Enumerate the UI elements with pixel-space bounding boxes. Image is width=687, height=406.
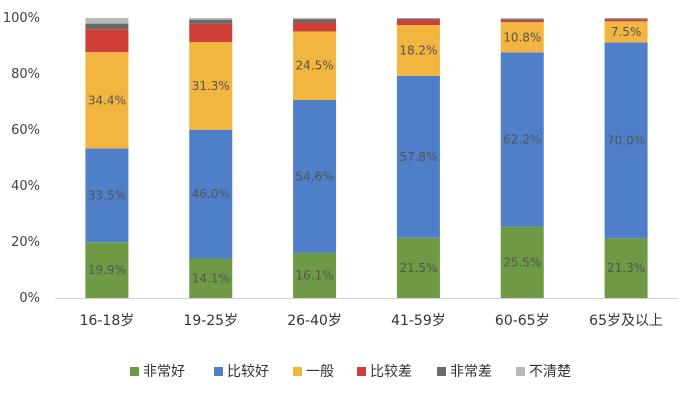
bar-segment xyxy=(85,23,129,30)
x-tick-label: 41-59岁 xyxy=(391,313,446,329)
bar-segment xyxy=(85,242,129,298)
bar-segment xyxy=(189,23,233,43)
legend-label: 比较好 xyxy=(227,364,269,380)
bar-stack: 19.9% 33.5% 34.4% xyxy=(85,18,129,298)
bar-segment xyxy=(293,252,337,298)
y-tick-label: 100% xyxy=(3,11,40,26)
x-tick-label: 26-40岁 xyxy=(287,313,342,329)
bar-segment xyxy=(604,42,648,239)
data-label: 18.2% xyxy=(399,43,437,57)
y-tick-label: 60% xyxy=(11,123,40,138)
bar-segment xyxy=(189,18,233,20)
legend-label: 非常差 xyxy=(450,364,492,380)
bar-stack: 25.5% 62.2% 10.8% xyxy=(500,18,544,298)
legend: 非常好 比较好 一般 比较差 非常差 不清楚 xyxy=(130,364,571,380)
bar-segment xyxy=(293,22,337,32)
data-label: 57.8% xyxy=(399,150,437,164)
y-tick-label: 0% xyxy=(19,291,40,306)
y-tick-label: 80% xyxy=(11,67,40,82)
bar-segment xyxy=(604,21,648,43)
bar-segment xyxy=(189,19,233,24)
legend-swatch xyxy=(214,367,223,376)
data-label: 33.5% xyxy=(88,188,126,202)
bar-segment xyxy=(293,18,337,20)
data-label: 21.5% xyxy=(399,261,437,275)
legend-swatch xyxy=(516,367,525,376)
data-label: 21.3% xyxy=(607,261,645,275)
bar-segment xyxy=(293,19,337,23)
x-axis: 16-18岁 19-25岁 26-40岁 41-59岁 60-65岁 65岁及以上 xyxy=(55,298,678,329)
bar-stack: 14.1% 46.0% 31.3% xyxy=(189,18,233,298)
data-label: 19.9% xyxy=(88,263,126,277)
legend-label: 不清楚 xyxy=(529,364,571,380)
data-label: 14.1% xyxy=(192,271,230,285)
legend-item: 比较好 xyxy=(214,364,269,380)
bar-segment xyxy=(85,29,129,53)
legend-swatch xyxy=(293,367,302,376)
y-axis: 0% 20% 40% 60% 80% 100% xyxy=(3,11,40,306)
bar-segment xyxy=(396,237,440,298)
bar-segment xyxy=(293,100,337,253)
legend-item: 不清楚 xyxy=(516,364,571,380)
bar-segment xyxy=(85,148,129,243)
x-tick-label: 65岁及以上 xyxy=(589,313,663,329)
bar-segment xyxy=(189,42,233,130)
bar-segment xyxy=(396,18,440,19)
data-label: 54.6% xyxy=(296,169,334,183)
bar-segment xyxy=(500,52,544,227)
data-label: 16.1% xyxy=(296,268,334,282)
bar-segment xyxy=(604,238,648,298)
bar-segment xyxy=(396,25,440,76)
data-label: 24.5% xyxy=(296,59,334,73)
data-label: 46.0% xyxy=(192,187,230,201)
data-label: 70.0% xyxy=(607,133,645,147)
legend-item: 非常差 xyxy=(437,364,492,380)
bar-stack: 16.1% 54.6% 24.5% xyxy=(293,18,337,298)
data-label: 31.3% xyxy=(192,79,230,93)
legend-swatch xyxy=(437,367,446,376)
bar-segment xyxy=(500,18,544,20)
legend-label: 一般 xyxy=(306,364,334,380)
bar-segment xyxy=(604,19,648,22)
legend-item: 一般 xyxy=(293,364,334,380)
legend-label: 比较差 xyxy=(370,364,412,380)
x-tick-label: 16-18岁 xyxy=(80,313,135,329)
data-label: 10.8% xyxy=(503,30,541,44)
bar-segment xyxy=(604,18,648,19)
x-tick-label: 60-65岁 xyxy=(495,313,550,329)
bar-segment xyxy=(189,258,233,298)
y-tick-label: 40% xyxy=(11,179,40,194)
legend-label: 非常好 xyxy=(143,364,185,380)
bars: 19.9% 33.5% 34.4% 14.1% 46.0% 31.3% 16.1% 54.6%… xyxy=(85,18,648,298)
bar-segment xyxy=(500,19,544,21)
legend-item: 比较差 xyxy=(357,364,412,380)
data-label: 7.5% xyxy=(611,25,642,39)
x-tick-label: 19-25岁 xyxy=(183,313,238,329)
legend-swatch xyxy=(130,367,139,376)
data-label: 34.4% xyxy=(88,93,126,107)
bar-segment xyxy=(85,52,129,149)
data-label: 25.5% xyxy=(503,255,541,269)
bar-segment xyxy=(396,18,440,20)
bar-stack: 21.3% 70.0% 7.5% xyxy=(604,18,648,298)
bar-segment xyxy=(396,75,440,238)
y-tick-label: 20% xyxy=(11,235,40,250)
bar-segment xyxy=(500,22,544,53)
bar-segment xyxy=(604,18,648,20)
bar-segment xyxy=(396,19,440,25)
bar-segment xyxy=(293,31,337,101)
bar-stack: 21.5% 57.8% 18.2% xyxy=(396,18,440,298)
bar-segment xyxy=(189,129,233,259)
bar-segment xyxy=(85,18,129,24)
bar-segment xyxy=(500,20,544,23)
data-label: 62.2% xyxy=(503,133,541,147)
legend-swatch xyxy=(357,367,366,376)
legend-item: 非常好 xyxy=(130,364,185,380)
bar-segment xyxy=(500,226,544,298)
